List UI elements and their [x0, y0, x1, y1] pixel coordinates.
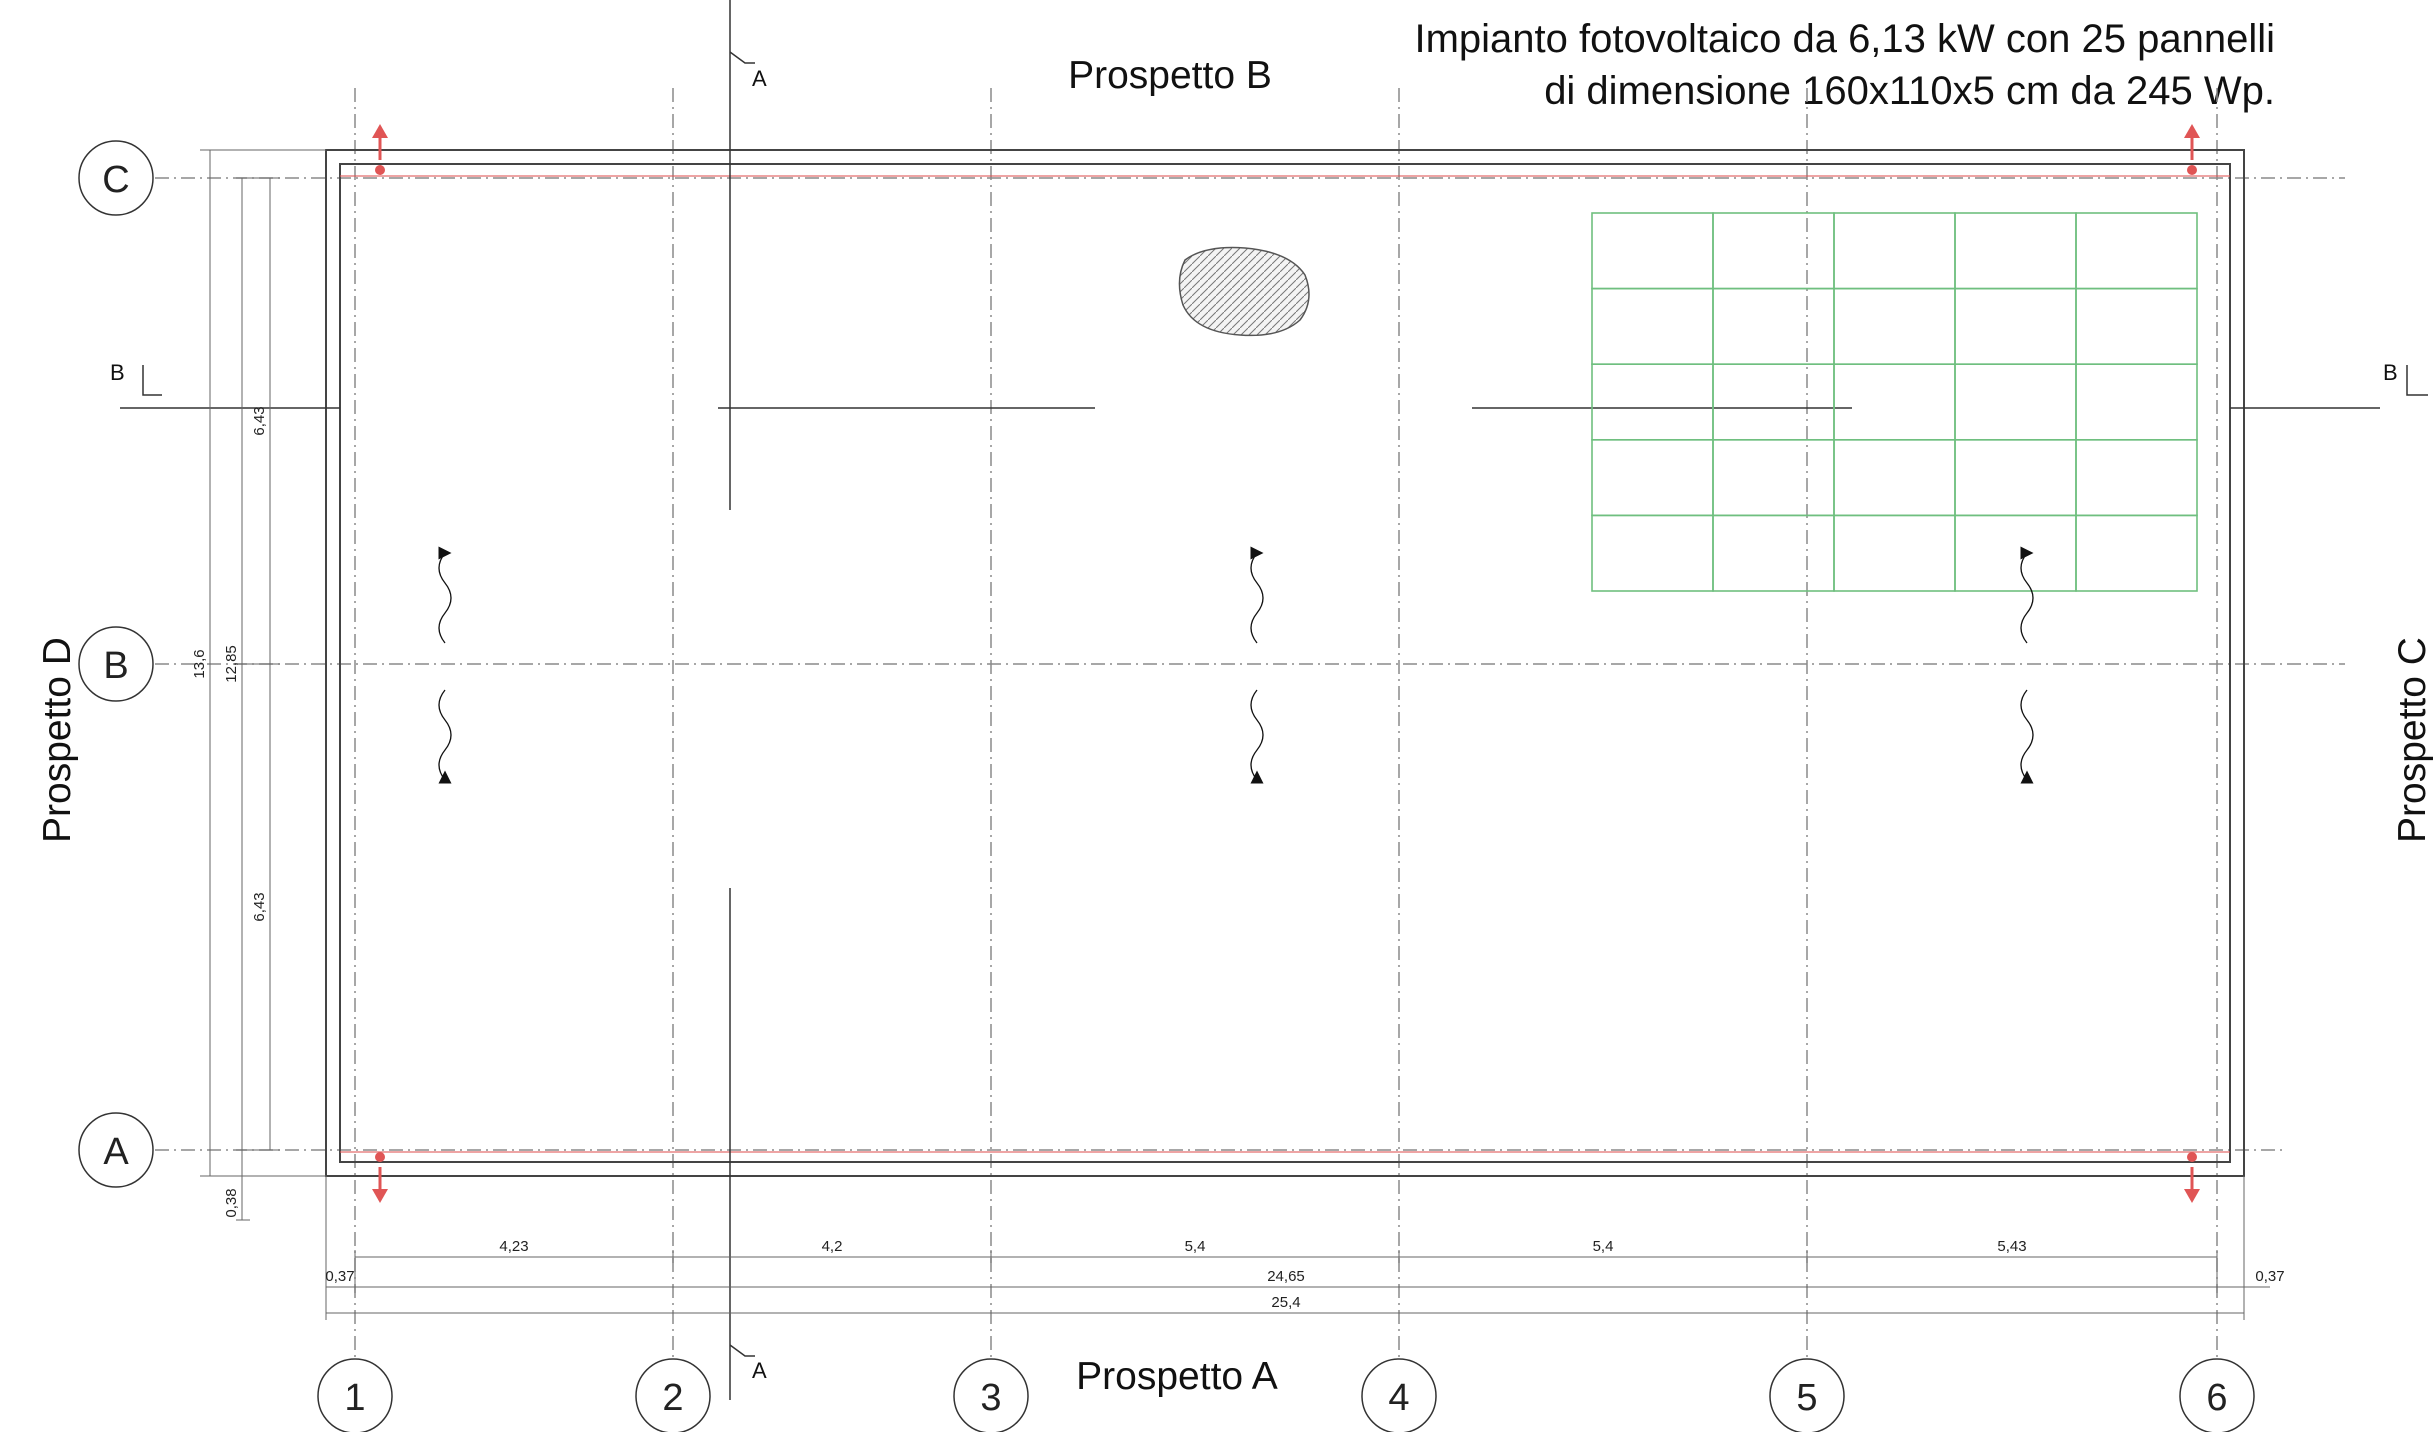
- row-bubble-a: [78, 1112, 154, 1188]
- horizontal-dimension-lines: [325, 1176, 2270, 1320]
- hatched-roof-opening: [1178, 246, 1310, 337]
- pv-panel: [1712, 287, 1835, 366]
- row-label-b: B: [103, 645, 128, 687]
- section-line-b: [120, 365, 2428, 409]
- col-bubble-2: [635, 1358, 711, 1432]
- section-mark-a-bottom: A: [752, 1358, 767, 1383]
- col-bubble-1: [317, 1358, 393, 1432]
- elevation-b-label: Prospetto B: [1068, 54, 1272, 97]
- dim-outer-total: 25,4: [1271, 1294, 1300, 1311]
- dim-v-half-bottom: 6,43: [251, 892, 268, 921]
- pv-panel: [2075, 438, 2198, 517]
- dim-v-half-top: 6,43: [251, 406, 268, 435]
- vertical-grid-lines: [354, 88, 2218, 1362]
- slope-arrow-down-2: [1250, 689, 1264, 784]
- pv-panel: [2075, 363, 2198, 441]
- pv-panel: [1591, 438, 1714, 517]
- pv-panel: [1954, 438, 2077, 517]
- column-axis-bubbles: 1 2 3 4 5 6: [317, 1358, 2255, 1432]
- dim-v-inner: 12,85: [223, 645, 240, 683]
- slope-arrow-up-2: [1247, 547, 1264, 644]
- row-bubble-b: [78, 626, 154, 702]
- col-bubble-6: [2179, 1358, 2255, 1432]
- elevation-d-label: Prospetto D: [36, 637, 79, 843]
- horizontal-grid-lines: [155, 177, 2345, 1151]
- dim-bay-5: 5,43: [1997, 1238, 2026, 1255]
- slope-arrow-up-3: [2017, 547, 2034, 644]
- slope-arrows: [435, 547, 2034, 784]
- col-label-1: 1: [344, 1377, 365, 1419]
- pv-panel: [2075, 287, 2198, 366]
- pv-panel: [1591, 287, 1714, 366]
- pv-panel: [1833, 212, 1956, 290]
- pv-panel: [1712, 212, 1835, 290]
- pv-panel: [1591, 212, 1714, 290]
- dim-bay-1: 4,23: [499, 1238, 528, 1255]
- dim-v-outer: 13,6: [191, 649, 208, 678]
- pv-panel: [1833, 514, 1956, 592]
- row-axis-bubbles: C B A: [78, 140, 154, 1188]
- col-bubble-4: [1361, 1358, 1437, 1432]
- pv-panel: [1591, 363, 1714, 441]
- pv-panel: [1833, 438, 1956, 517]
- pv-panel: [2075, 514, 2198, 592]
- pv-panel: [1954, 212, 2077, 290]
- pv-panel: [2075, 212, 2198, 290]
- pv-panel: [1591, 514, 1714, 592]
- col-bubble-3: [953, 1358, 1029, 1432]
- downspout-top-left: [372, 124, 388, 175]
- section-mark-a-top: A: [752, 66, 767, 91]
- dim-overhang-left: 0,37: [325, 1268, 354, 1285]
- title-line-1: Impianto fotovoltaico da 6,13 kW con 25 …: [1414, 17, 2275, 61]
- roof-outer-edge: [325, 149, 2245, 1177]
- title-line-2: di dimensione 160x110x5 cm da 245 Wp.: [1544, 69, 2275, 113]
- section-mark-b-right: B: [2383, 360, 2398, 385]
- downspout-bottom-left: [372, 1152, 388, 1203]
- roof-inner-edge: [339, 163, 2231, 1163]
- dim-bay-3: 5,4: [1185, 1238, 1206, 1255]
- pv-panel: [1833, 363, 1956, 441]
- pv-panel-array: [1591, 212, 2198, 592]
- slope-arrow-up-1: [435, 547, 452, 644]
- pv-panel: [1712, 363, 1835, 441]
- row-label-c: C: [102, 159, 129, 201]
- dim-inner-total: 24,65: [1267, 1268, 1305, 1285]
- section-mark-b-left: B: [110, 360, 125, 385]
- elevation-a-label: Prospetto A: [1076, 1355, 1278, 1398]
- pv-panel: [1712, 514, 1835, 592]
- pv-panel: [1954, 287, 2077, 366]
- col-label-6: 6: [2206, 1377, 2227, 1419]
- slope-arrow-down-1: [438, 689, 452, 784]
- row-label-a: A: [103, 1131, 129, 1173]
- downspouts: [372, 124, 2200, 1203]
- dim-bay-4: 5,4: [1593, 1238, 1614, 1255]
- roof-outline: [325, 149, 2245, 1177]
- col-label-5: 5: [1796, 1377, 1817, 1419]
- elevation-c-label: Prospetto C: [2391, 637, 2434, 843]
- downspout-top-right: [2184, 124, 2200, 175]
- pv-panel: [1954, 363, 2077, 441]
- col-bubble-5: [1769, 1358, 1845, 1432]
- slope-arrow-down-3: [2020, 689, 2034, 784]
- pv-panel: [1833, 287, 1956, 366]
- row-bubble-c: [78, 140, 154, 216]
- section-line-a: [729, 0, 755, 1400]
- dim-bay-2: 4,2: [822, 1238, 843, 1255]
- pv-panel: [1954, 514, 2077, 592]
- vertical-dimension-lines: [200, 149, 326, 1221]
- dim-overhang-right: 0,37: [2255, 1268, 2284, 1285]
- col-label-4: 4: [1388, 1377, 1409, 1419]
- dim-v-bottom: 0,38: [223, 1188, 240, 1217]
- col-label-3: 3: [980, 1377, 1001, 1419]
- col-label-2: 2: [662, 1377, 683, 1419]
- pv-panel: [1712, 438, 1835, 517]
- downspout-bottom-right: [2184, 1152, 2200, 1203]
